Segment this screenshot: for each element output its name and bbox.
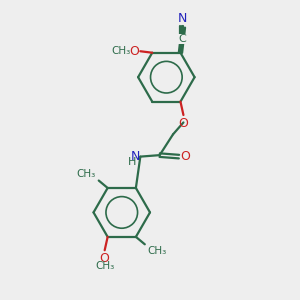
Text: O: O	[100, 252, 110, 265]
Text: O: O	[181, 150, 190, 163]
Text: N: N	[130, 150, 140, 163]
Text: CH₃: CH₃	[76, 169, 96, 179]
Text: O: O	[178, 117, 188, 130]
Text: C: C	[178, 34, 186, 44]
Text: H: H	[128, 157, 136, 167]
Text: CH₃: CH₃	[148, 246, 167, 256]
Text: CH₃: CH₃	[95, 261, 114, 271]
Text: CH₃: CH₃	[111, 46, 130, 56]
Text: N: N	[177, 12, 187, 26]
Text: O: O	[130, 45, 140, 58]
